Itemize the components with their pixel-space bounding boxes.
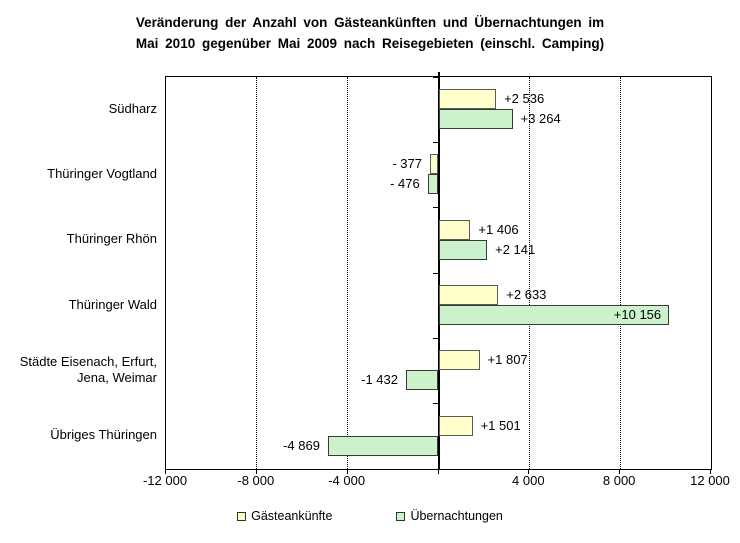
chart-title: Veränderung der Anzahl von Gästeankünfte… bbox=[0, 13, 740, 55]
legend-item: Übernachtungen bbox=[396, 509, 503, 523]
gridline bbox=[347, 77, 349, 469]
bar-value-label: - 377 bbox=[392, 156, 422, 172]
bar-gaesteankuenfte bbox=[438, 219, 471, 240]
x-tick-label: -8 000 bbox=[237, 473, 275, 488]
category-axis-tick bbox=[432, 337, 439, 339]
bar-value-label: +3 264 bbox=[520, 111, 561, 126]
x-axis-tick bbox=[710, 469, 711, 474]
gridline bbox=[528, 77, 530, 469]
zero-axis-line bbox=[437, 77, 440, 469]
bar-uebernachtungen bbox=[438, 239, 488, 260]
bar-value-label: +1 501 bbox=[480, 417, 521, 433]
x-axis-tick bbox=[165, 469, 166, 474]
category-label: Übriges Thüringen bbox=[50, 427, 157, 443]
gridline bbox=[619, 77, 621, 469]
x-tick-label: 4 000 bbox=[512, 473, 545, 488]
category-label: Thüringer Wald bbox=[68, 296, 157, 312]
x-axis-tick bbox=[619, 469, 621, 474]
category-label: Städte Eisenach, Erfurt, Jena, Weimar bbox=[19, 353, 157, 385]
bar-uebernachtungen bbox=[427, 174, 439, 195]
category-axis-tick bbox=[432, 403, 439, 405]
bar-gaesteankuenfte bbox=[438, 89, 497, 109]
bar-value-label: +1 807 bbox=[487, 352, 528, 368]
plot-area: +2 536 - 377 +1 406 +2 633 +1 807 +1 501 +3 26… bbox=[165, 72, 712, 470]
category-label: Südharz bbox=[108, 100, 157, 116]
bar-gaesteankuenfte bbox=[438, 415, 473, 436]
legend: Gästeankünfte Übernachtungen bbox=[0, 509, 740, 523]
category-label: Thüringer Rhön bbox=[66, 231, 157, 247]
category-label: Thüringer Vogtland bbox=[47, 165, 157, 181]
bar-value-label: +2 141 bbox=[495, 241, 536, 257]
bar-gaesteankuenfte bbox=[438, 285, 499, 305]
x-tick-label: 8 000 bbox=[602, 473, 636, 488]
legend-label: Übernachtungen bbox=[410, 509, 503, 523]
bar-uebernachtungen bbox=[327, 435, 439, 456]
x-axis-tick bbox=[528, 469, 530, 474]
bar-uebernachtungen bbox=[438, 305, 670, 325]
category-axis-tick bbox=[432, 76, 439, 78]
chart-title-line2: Mai 2010 gegenüber Mai 2009 nach Reisege… bbox=[135, 35, 605, 51]
category-axis-tick bbox=[432, 272, 439, 274]
bar-value-label: +2 536 bbox=[504, 91, 545, 106]
legend-item: Gästeankünfte bbox=[237, 509, 332, 523]
bar-gaesteankuenfte bbox=[429, 154, 439, 175]
x-axis-tick bbox=[255, 469, 257, 474]
bar-uebernachtungen bbox=[438, 109, 513, 129]
chart-title-line1: Veränderung der Anzahl von Gästeankünfte… bbox=[135, 15, 605, 30]
gridline bbox=[256, 77, 258, 469]
x-axis-tick bbox=[346, 469, 348, 474]
bar-value-label: -4 869 bbox=[283, 437, 320, 453]
category-axis-labels: Südharz Thüringer Vogtland Thüringer Rhön T… bbox=[0, 76, 157, 468]
x-tick-label: -12 000 bbox=[142, 473, 188, 488]
bar-value-label: - 476 bbox=[390, 176, 420, 192]
legend-swatch bbox=[237, 511, 247, 521]
bar-value-label: +1 406 bbox=[478, 221, 519, 237]
x-tick-label: -4 000 bbox=[328, 473, 366, 488]
x-tick-label: 12 000 bbox=[690, 473, 730, 488]
bar-value-label: +2 633 bbox=[506, 287, 547, 302]
legend-swatch bbox=[396, 511, 406, 521]
bar-gaesteankuenfte bbox=[438, 350, 480, 371]
bar-uebernachtungen bbox=[405, 370, 439, 391]
x-axis-labels: -12 000 -8 000 -4 000 4 000 8 000 12 000 bbox=[143, 473, 730, 490]
bar-value-label: -1 432 bbox=[361, 372, 398, 388]
category-axis-tick bbox=[432, 207, 439, 209]
category-axis-tick bbox=[432, 141, 439, 143]
category-axis-top-tick bbox=[437, 72, 440, 77]
legend-label: Gästeankünfte bbox=[251, 509, 333, 523]
x-axis-tick bbox=[437, 469, 439, 474]
bar-value-label: +10 156 bbox=[613, 307, 662, 322]
